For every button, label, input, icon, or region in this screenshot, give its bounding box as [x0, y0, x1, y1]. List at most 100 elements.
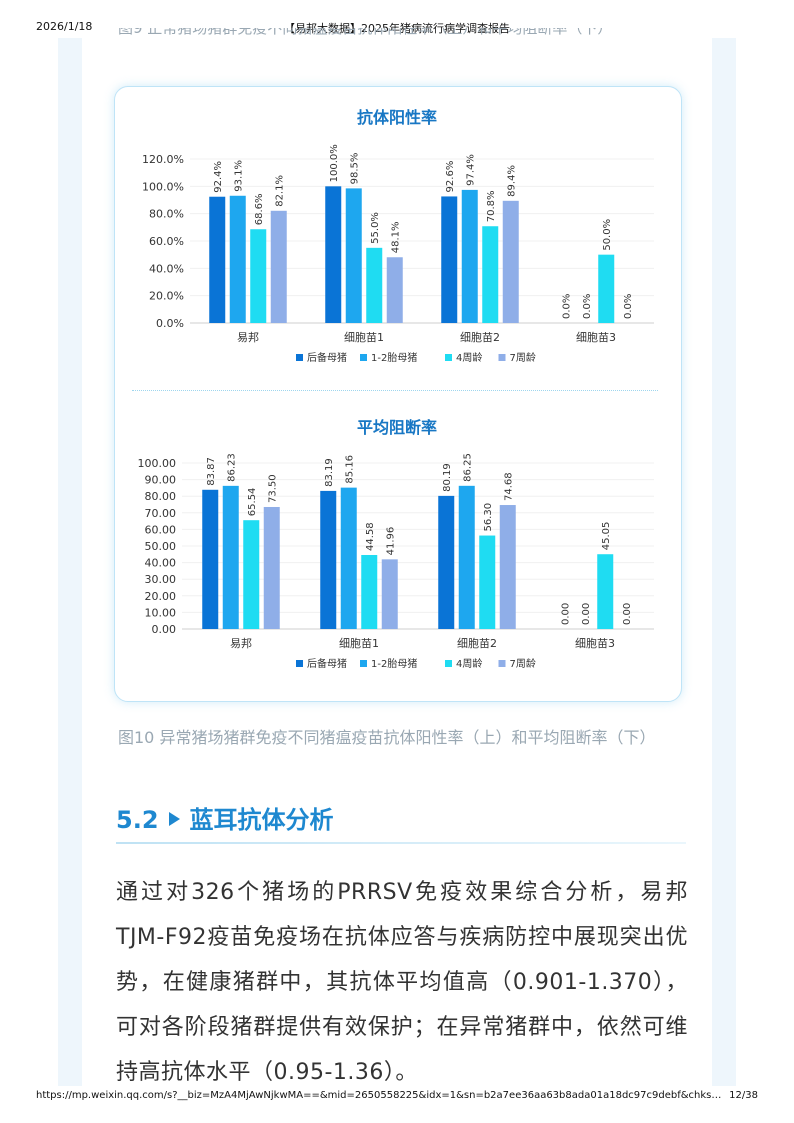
data-label: 97.4%	[466, 154, 477, 186]
data-label: 0.0%	[582, 294, 593, 319]
bar	[263, 506, 280, 629]
bar	[325, 186, 342, 323]
y-tick-label: 0.00	[152, 623, 177, 636]
bar	[458, 485, 475, 629]
bar	[270, 210, 287, 323]
y-tick-label: 10.00	[145, 606, 177, 619]
y-tick-label: 90.00	[145, 474, 177, 487]
data-label: 55.0%	[370, 212, 381, 244]
y-tick-label: 80.00	[145, 490, 177, 503]
data-label: 48.1%	[391, 221, 402, 253]
legend-swatch	[445, 354, 452, 361]
y-tick-label: 50.00	[145, 540, 177, 553]
legend-label: 7周龄	[510, 351, 536, 364]
legend-swatch	[498, 660, 506, 667]
bar	[366, 247, 383, 323]
bar	[222, 485, 239, 629]
data-label: 56.30	[483, 503, 494, 532]
data-label: 85.16	[345, 455, 356, 484]
bar	[361, 554, 378, 629]
legend-swatch	[360, 660, 367, 667]
blocking-rate-chart: 平均阻断率 100.00 90.00 80.00 70.00 60.00 50.00 40.0…	[138, 418, 654, 670]
data-label: 68.6%	[254, 193, 265, 225]
print-url: https://mp.weixin.qq.com/s?__biz=MzA4MjA…	[36, 1090, 726, 1101]
y-tick-label: 0.0%	[156, 317, 184, 330]
data-label: 70.8%	[486, 190, 497, 222]
print-page-number: 12/38	[729, 1090, 758, 1101]
legend-label: 后备母猪	[307, 657, 347, 670]
x-tick-label: 细胞苗3	[576, 331, 616, 344]
x-tick-label: 易邦	[237, 331, 259, 344]
data-label: 86.23	[227, 453, 238, 482]
data-label: 0.0%	[561, 294, 572, 319]
bar	[381, 559, 398, 629]
legend-label: 4周龄	[456, 351, 482, 364]
positivity-rate-chart: 抗体阳性率 120.0% 100.0% 80.0% 60.0% 40.0% 20.0% 0.0…	[142, 108, 654, 364]
bar	[438, 495, 455, 629]
print-header: 2026/1/18 【易邦大数据】2025年猪病流行病学调查报告	[0, 14, 794, 35]
section-number: 5.2	[116, 806, 159, 834]
bar	[441, 196, 458, 323]
previous-figure-caption: 图9 正常猪场猪群免疫不同猪瘟疫苗抗体阳性率（上）和平均阻断率（下）	[118, 28, 678, 42]
y-tick-label: 100.00	[138, 457, 177, 470]
data-label: 92.4%	[213, 161, 224, 193]
data-label: 50.0%	[602, 219, 613, 251]
chart-divider	[132, 390, 658, 391]
data-label: 100.0%	[329, 144, 340, 182]
section-title: 蓝耳抗体分析	[189, 806, 334, 834]
data-label: 83.19	[324, 458, 335, 487]
legend-label: 1-2胎母猪	[371, 351, 417, 364]
y-tick-label: 120.0%	[142, 153, 184, 166]
bar	[250, 229, 267, 323]
bar	[243, 520, 260, 629]
triangle-right-icon	[168, 812, 180, 826]
data-label: 86.25	[463, 453, 474, 482]
y-tick-label: 60.0%	[149, 235, 184, 248]
legend-label: 7周龄	[510, 657, 536, 670]
section-underline	[116, 842, 686, 844]
bar	[499, 505, 516, 629]
bar	[461, 189, 478, 323]
x-tick-label: 细胞苗2	[457, 637, 497, 650]
legend-label: 1-2胎母猪	[371, 657, 417, 670]
legend-swatch	[445, 660, 452, 667]
x-tick-label: 细胞苗2	[460, 331, 500, 344]
y-tick-label: 80.0%	[149, 208, 184, 221]
legend-swatch	[296, 660, 303, 667]
chart-title: 抗体阳性率	[357, 108, 437, 127]
data-label: 83.87	[206, 457, 217, 486]
figure-caption: 图10 异常猪场猪群免疫不同猪瘟疫苗抗体阳性率（上）和平均阻断率（下）	[118, 728, 656, 747]
legend-swatch	[296, 354, 303, 361]
x-tick-label: 细胞苗1	[339, 637, 379, 650]
bar	[479, 535, 496, 629]
bar	[229, 195, 246, 323]
y-tick-label: 20.0%	[149, 290, 184, 303]
data-label: 0.00	[622, 603, 633, 625]
data-label: 74.68	[504, 472, 515, 501]
bar	[209, 196, 226, 323]
bar	[320, 490, 337, 629]
data-label: 0.00	[581, 603, 592, 625]
data-label: 82.1%	[275, 175, 286, 207]
bar	[597, 554, 614, 629]
y-tick-label: 70.00	[145, 507, 177, 520]
data-label: 89.4%	[507, 165, 518, 197]
y-tick-label: 20.00	[145, 590, 177, 603]
legend-label: 后备母猪	[307, 351, 347, 364]
bar	[598, 254, 615, 323]
section-heading: 5.2 蓝耳抗体分析	[116, 800, 334, 834]
legend-swatch	[360, 354, 367, 361]
bar	[340, 487, 357, 629]
x-tick-label: 细胞苗3	[575, 637, 615, 650]
bar	[502, 200, 519, 323]
x-tick-label: 易邦	[230, 637, 252, 650]
data-label: 65.54	[247, 488, 258, 517]
data-label: 41.96	[386, 527, 397, 556]
y-tick-label: 40.00	[145, 557, 177, 570]
data-label: 93.1%	[234, 160, 245, 192]
body-paragraph: 通过对326个猪场的PRRSV免疫效果综合分析，易邦TJM-F92疫苗免疫场在抗…	[116, 880, 688, 1085]
print-date: 2026/1/18	[36, 20, 93, 33]
data-label: 45.05	[601, 522, 612, 551]
x-tick-label: 细胞苗1	[344, 331, 384, 344]
bar	[202, 489, 219, 629]
